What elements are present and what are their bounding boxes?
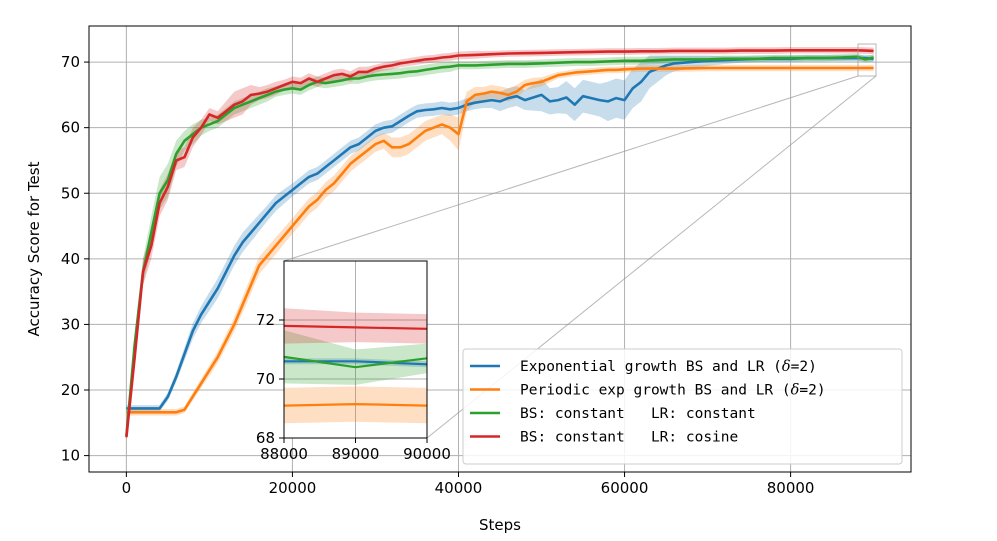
series-line-inset-1 xyxy=(284,403,427,407)
series-line-1 xyxy=(126,66,874,414)
y-axis-label: Accuracy Score for Test xyxy=(25,161,43,336)
x-tick-label: 20000 xyxy=(269,479,317,497)
legend-label-delta: δ xyxy=(791,383,800,399)
main-confidence-bands xyxy=(126,47,874,441)
legend-label-1: Periodic exp growth BS and LR (δ=2) xyxy=(520,383,826,399)
inset-y-tick-label: 72 xyxy=(256,311,275,329)
inset-x-tick-label: 89000 xyxy=(332,445,380,463)
y-tick-label: 40 xyxy=(61,250,80,268)
x-tick-label: 0 xyxy=(122,479,132,497)
legend-label-delta: δ xyxy=(782,359,791,375)
x-axis-label: Steps xyxy=(479,516,521,534)
series-band-inset-2 xyxy=(284,330,427,385)
inset-x-tick-label: 88000 xyxy=(260,445,308,463)
inset-axis-ticks: 88000 89000 90000 68 70 72 xyxy=(256,311,451,463)
y-tick-label: 50 xyxy=(61,184,80,202)
y-tick-label: 20 xyxy=(61,381,80,399)
legend-box xyxy=(462,348,903,465)
legend-label-3: BS: constant LR: cosine xyxy=(520,430,738,446)
legend-label-text: Periodic exp growth BS and LR ( xyxy=(520,383,791,399)
series-band-inset-3 xyxy=(284,308,427,344)
inset-series-lines xyxy=(284,324,427,407)
series-line-inset-2 xyxy=(284,355,427,369)
inset-x-tick-label: 90000 xyxy=(403,445,451,463)
inset-y-tick-label: 70 xyxy=(256,370,275,388)
zoom-region-marker xyxy=(857,43,877,77)
x-tick-label: 80000 xyxy=(767,479,815,497)
inset-y-tick-label: 68 xyxy=(256,429,275,447)
legend-label-text: BS: constant LR: cosine xyxy=(520,430,738,446)
main-axis-ticks: 0 20000 40000 60000 80000 10 20 30 40 50 60 70 xyxy=(61,53,815,497)
series-line-0 xyxy=(126,56,874,410)
legend-label-0: Exponential growth BS and LR (δ=2) xyxy=(520,359,817,375)
legend: Exponential growth BS and LR (δ=2)Period… xyxy=(462,348,903,465)
inset-confidence-bands xyxy=(284,308,427,424)
legend-label-text: Exponential growth BS and LR ( xyxy=(520,359,782,375)
series-line-3 xyxy=(125,48,874,438)
main-plot-frame xyxy=(88,25,912,473)
zoom-connector-line xyxy=(283,75,859,262)
x-tick-label: 40000 xyxy=(435,479,483,497)
legend-label-text: BS: constant LR: constant xyxy=(520,406,756,422)
series-line-inset-3 xyxy=(284,324,427,330)
legend-label-text: =2) xyxy=(791,359,817,375)
legend-label-2: BS: constant LR: constant xyxy=(520,406,756,422)
series-band-1 xyxy=(126,64,874,416)
y-tick-label: 60 xyxy=(61,119,80,137)
series-line-2 xyxy=(125,55,874,437)
y-tick-label: 30 xyxy=(61,315,80,333)
y-tick-label: 10 xyxy=(61,447,80,465)
x-tick-label: 60000 xyxy=(601,479,649,497)
main-series-lines xyxy=(125,48,874,438)
y-tick-label: 70 xyxy=(61,53,80,71)
legend-label-text: =2) xyxy=(799,383,825,399)
